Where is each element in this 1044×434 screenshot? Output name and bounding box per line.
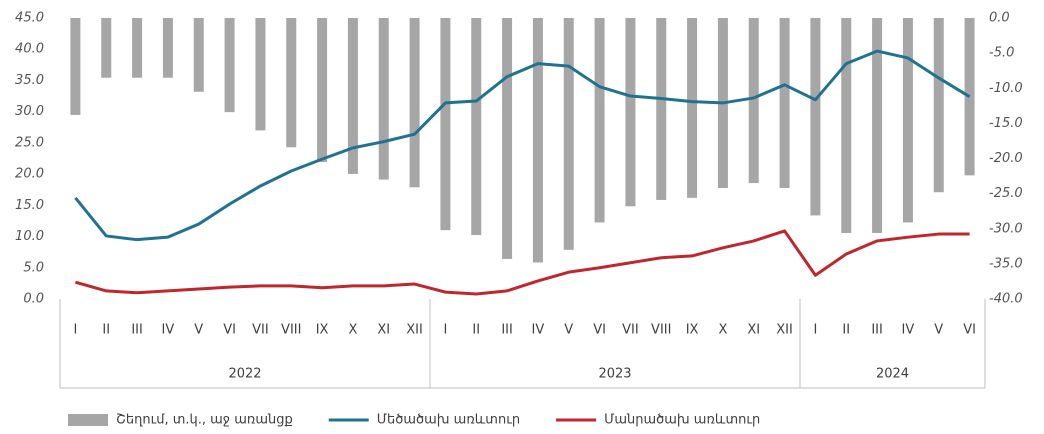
x-tick-label: X: [348, 323, 357, 338]
bar: [101, 18, 112, 78]
x-tick-label: VI: [223, 323, 236, 338]
x-tick-label: II: [102, 323, 110, 338]
x-tick-label: X: [718, 323, 727, 338]
x-tick-label: II: [842, 323, 850, 338]
y2-tick-label: -10.0: [989, 81, 1023, 96]
bar: [532, 18, 543, 263]
y2-tick-label: -15.0: [989, 116, 1023, 131]
legend-label: Շեղում, տ.կ., աջ առանցք: [116, 413, 293, 428]
x-tick-label: VIII: [281, 323, 301, 338]
x-tick-label: V: [194, 323, 203, 338]
x-tick-label: IX: [316, 323, 329, 338]
legend-label: Մանրածախ առևտուր: [604, 413, 760, 428]
y-tick-label: 40.0: [15, 42, 44, 57]
bar: [440, 18, 451, 231]
y-tick-label: 0.0: [23, 292, 44, 307]
bar: [933, 18, 944, 193]
x-tick-label: IV: [902, 323, 915, 338]
bar: [502, 18, 513, 259]
bar: [162, 18, 173, 78]
legend-label: Մեծածախ առևտուր: [377, 413, 520, 428]
bar: [255, 18, 266, 131]
x-tick-label: XII: [776, 323, 793, 338]
x-tick-label: VI: [963, 323, 976, 338]
bar: [224, 18, 235, 113]
bar: [471, 18, 482, 236]
x-tick-label: VI: [593, 323, 606, 338]
y2-tick-label: -30.0: [989, 221, 1023, 236]
bar: [286, 18, 297, 148]
x-tick-label: VII: [622, 323, 639, 338]
y-tick-label: 35.0: [15, 73, 44, 88]
y-tick-label: 15.0: [15, 198, 44, 213]
bar: [409, 18, 420, 188]
y-tick-label: 20.0: [15, 167, 44, 182]
bar: [625, 18, 636, 207]
x-tick-label: IV: [162, 323, 175, 338]
y-tick-label: 5.0: [23, 260, 44, 275]
y-tick-label: 30.0: [15, 104, 44, 119]
x-tick-label: XI: [377, 323, 390, 338]
x-tick-label: III: [501, 323, 513, 338]
legend-swatch: [68, 414, 108, 426]
y2-tick-label: -35.0: [989, 256, 1023, 271]
x-tick-label: II: [472, 323, 480, 338]
x-tick-label: V: [564, 323, 573, 338]
line: [74, 49, 971, 242]
x-tick-label: XII: [406, 323, 423, 338]
y2-tick-label: -40.0: [989, 292, 1023, 307]
bar: [563, 18, 574, 250]
y2-tick-label: -20.0: [989, 151, 1023, 166]
year-label: 2024: [876, 367, 909, 382]
x-tick-label: IX: [686, 323, 699, 338]
bar: [132, 18, 143, 78]
bar: [872, 18, 883, 233]
bar: [347, 18, 358, 174]
bar: [378, 18, 389, 180]
bar: [810, 18, 821, 216]
bar: [317, 18, 328, 163]
x-tick-label: I: [73, 323, 77, 338]
x-tick-label: IV: [532, 323, 545, 338]
x-tick-label: V: [934, 323, 943, 338]
bar: [193, 18, 204, 92]
x-tick-label: VII: [252, 323, 269, 338]
y-tick-label: 25.0: [15, 135, 44, 150]
line: [75, 229, 970, 296]
x-tick-label: I: [443, 323, 447, 338]
bar: [841, 18, 852, 233]
bar: [656, 18, 667, 200]
x-tick-label: III: [871, 323, 883, 338]
y2-tick-label: 0.0: [989, 11, 1010, 26]
year-label: 2022: [228, 367, 261, 382]
bar: [902, 18, 913, 223]
y2-tick-label: -25.0: [989, 186, 1023, 201]
bar: [748, 18, 759, 184]
x-tick-label: I: [813, 323, 817, 338]
x-tick-label: VIII: [651, 323, 671, 338]
bar: [594, 18, 605, 223]
year-label: 2023: [598, 367, 631, 382]
bar: [687, 18, 698, 198]
x-tick-label: XI: [747, 323, 760, 338]
x-tick-label: III: [131, 323, 143, 338]
bar: [779, 18, 790, 189]
bar: [70, 18, 81, 115]
y2-tick-label: -5.0: [989, 46, 1014, 61]
y-tick-label: 45.0: [15, 11, 44, 26]
y-tick-label: 10.0: [15, 229, 44, 244]
